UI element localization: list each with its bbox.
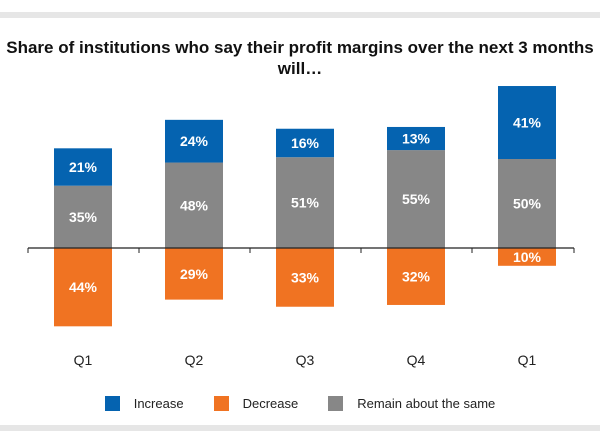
x-tick-label: Q3 (296, 352, 315, 368)
data-label-decrease: 29% (180, 266, 209, 282)
legend-item: Increase (104, 396, 184, 411)
x-tick-label: Q1 (74, 352, 93, 368)
data-label-remain-same: 51% (291, 195, 320, 211)
data-label-remain-same: 48% (180, 197, 209, 213)
bar-decrease (54, 248, 112, 327)
bar-increase (165, 119, 223, 163)
data-label-remain-same: 50% (513, 196, 542, 212)
data-label-increase: 13% (402, 131, 431, 147)
bar-increase (276, 128, 334, 158)
bar-increase (387, 126, 445, 151)
legend-label: Remain about the same (357, 396, 496, 411)
data-label-remain-same: 35% (69, 209, 98, 225)
legend-swatch (104, 396, 120, 411)
bar-decrease (498, 248, 556, 266)
bar-decrease (276, 248, 334, 307)
bottom-border (0, 425, 600, 431)
legend-item: Remain about the same (328, 396, 495, 411)
x-tick-label: Q1 (518, 352, 537, 368)
data-label-increase: 16% (291, 135, 320, 151)
legend-item: Decrease (213, 396, 299, 411)
top-border (0, 12, 600, 18)
bar-decrease (165, 248, 223, 300)
x-tick-label: Q4 (407, 352, 426, 368)
x-tick-label: Q2 (185, 352, 204, 368)
bar-increase (498, 86, 556, 159)
bar-remain-same (165, 162, 223, 248)
data-label-decrease: 44% (69, 279, 98, 295)
bar-increase (54, 148, 112, 186)
bar-remain-same (276, 157, 334, 248)
legend: Increase Decrease Remain about the same (0, 396, 600, 411)
data-label-increase: 24% (180, 133, 209, 149)
legend-label: Decrease (242, 396, 299, 411)
data-label-decrease: 32% (402, 268, 431, 284)
data-label-decrease: 10% (513, 249, 542, 265)
data-label-increase: 41% (513, 115, 542, 131)
data-label-decrease: 33% (291, 269, 320, 285)
bar-remain-same (387, 150, 445, 248)
bar-remain-same (498, 159, 556, 248)
chart-title: Share of institutions who say their prof… (6, 38, 594, 78)
bar-decrease (387, 248, 445, 305)
data-label-increase: 21% (69, 159, 98, 175)
data-label-remain-same: 55% (402, 191, 431, 207)
legend-swatch (328, 396, 344, 411)
legend-label: Increase (133, 396, 184, 411)
bar-remain-same (54, 185, 112, 248)
legend-swatch (213, 396, 229, 411)
